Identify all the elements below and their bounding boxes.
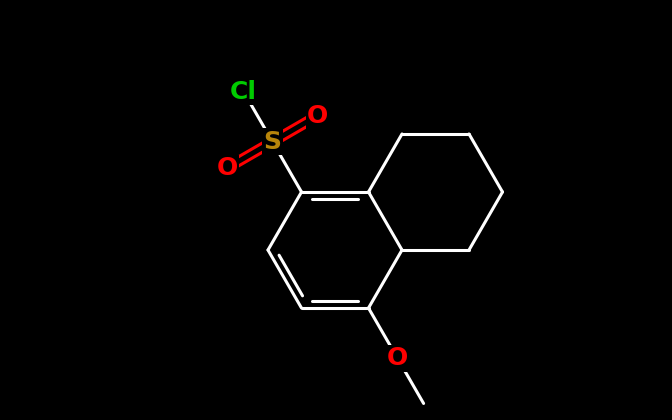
Text: O: O xyxy=(307,104,329,128)
Text: Cl: Cl xyxy=(230,79,257,103)
Text: O: O xyxy=(216,156,238,180)
Text: S: S xyxy=(263,130,282,154)
Text: O: O xyxy=(387,346,408,370)
